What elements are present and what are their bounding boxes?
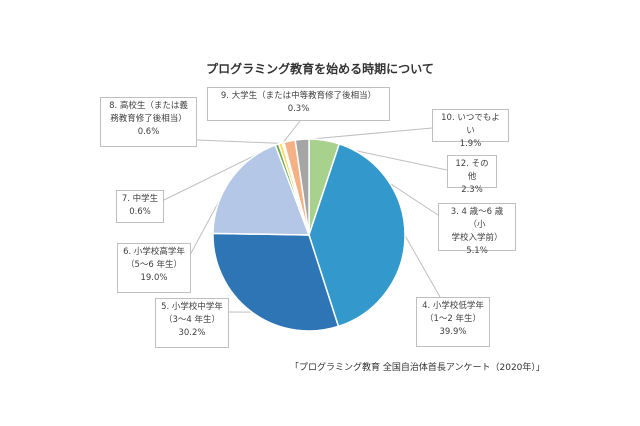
label-value: 19.0% (140, 273, 168, 283)
label-text-2: （1〜2 年生） (424, 314, 482, 324)
label-text-2: 学校入学前） (451, 233, 503, 243)
label-slice-9: 9. 大学生（または中等教育修了後相当） 0.3% (207, 87, 390, 121)
pie-slice-4 (308, 142, 406, 328)
label-value: 0.6% (137, 127, 160, 137)
label-text: 8. 高校生（または義 (109, 101, 188, 111)
label-text: 10. いつでもよい (441, 113, 500, 136)
label-text-2: （5〜6 年生） (125, 260, 183, 270)
label-text: 5. 小学校中学年 (161, 302, 223, 312)
pie-slice-5 (212, 232, 340, 332)
label-value: 0.6% (129, 207, 151, 217)
label-slice-10: 10. いつでもよい 1.9% (432, 109, 509, 149)
label-text: 9. 大学生（または中等教育修了後相当） (220, 91, 377, 101)
label-text: 6. 小学校高学年 (123, 247, 185, 257)
label-value: 30.2% (178, 328, 206, 338)
label-value: 2.3% (461, 185, 483, 195)
pie-slice-6 (212, 144, 311, 236)
label-value: 0.3% (287, 104, 310, 114)
label-value: 1.9% (459, 139, 482, 149)
label-slice-6: 6. 小学校高学年 （5〜6 年生） 19.0% (117, 243, 191, 293)
label-text-2: （3〜4 年生） (163, 315, 221, 325)
chart-source: 「プログラミング教育 全国自治体首長アンケート（2020年）」 (290, 363, 545, 373)
label-text: 7. 中学生 (121, 194, 159, 204)
label-value: 39.9% (439, 327, 467, 337)
label-text: 12. その他 (455, 159, 489, 182)
label-slice-4: 4. 小学校低学年 （1〜2 年生） 39.9% (416, 297, 490, 347)
label-slice-5: 5. 小学校中学年 （3〜4 年生） 30.2% (155, 298, 229, 348)
pie-slices (212, 138, 406, 332)
label-value: 5.1% (466, 246, 488, 256)
label-text: 3. 4 歳〜6 歳（小 (450, 207, 504, 230)
label-slice-7: 7. 中学生 0.6% (116, 190, 164, 223)
pie-slice-12 (294, 138, 310, 236)
label-text-2: 務教育修了後相当） (110, 114, 187, 124)
label-slice-8: 8. 高校生（または義 務教育修了後相当） 0.6% (100, 97, 197, 147)
label-slice-3: 3. 4 歳〜6 歳（小 学校入学前） 5.1% (438, 203, 516, 256)
label-text: 4. 小学校低学年 (422, 301, 484, 311)
chart-title: プログラミング教育を始める時期について (206, 62, 434, 76)
label-slice-12: 12. その他 2.3% (447, 155, 497, 195)
